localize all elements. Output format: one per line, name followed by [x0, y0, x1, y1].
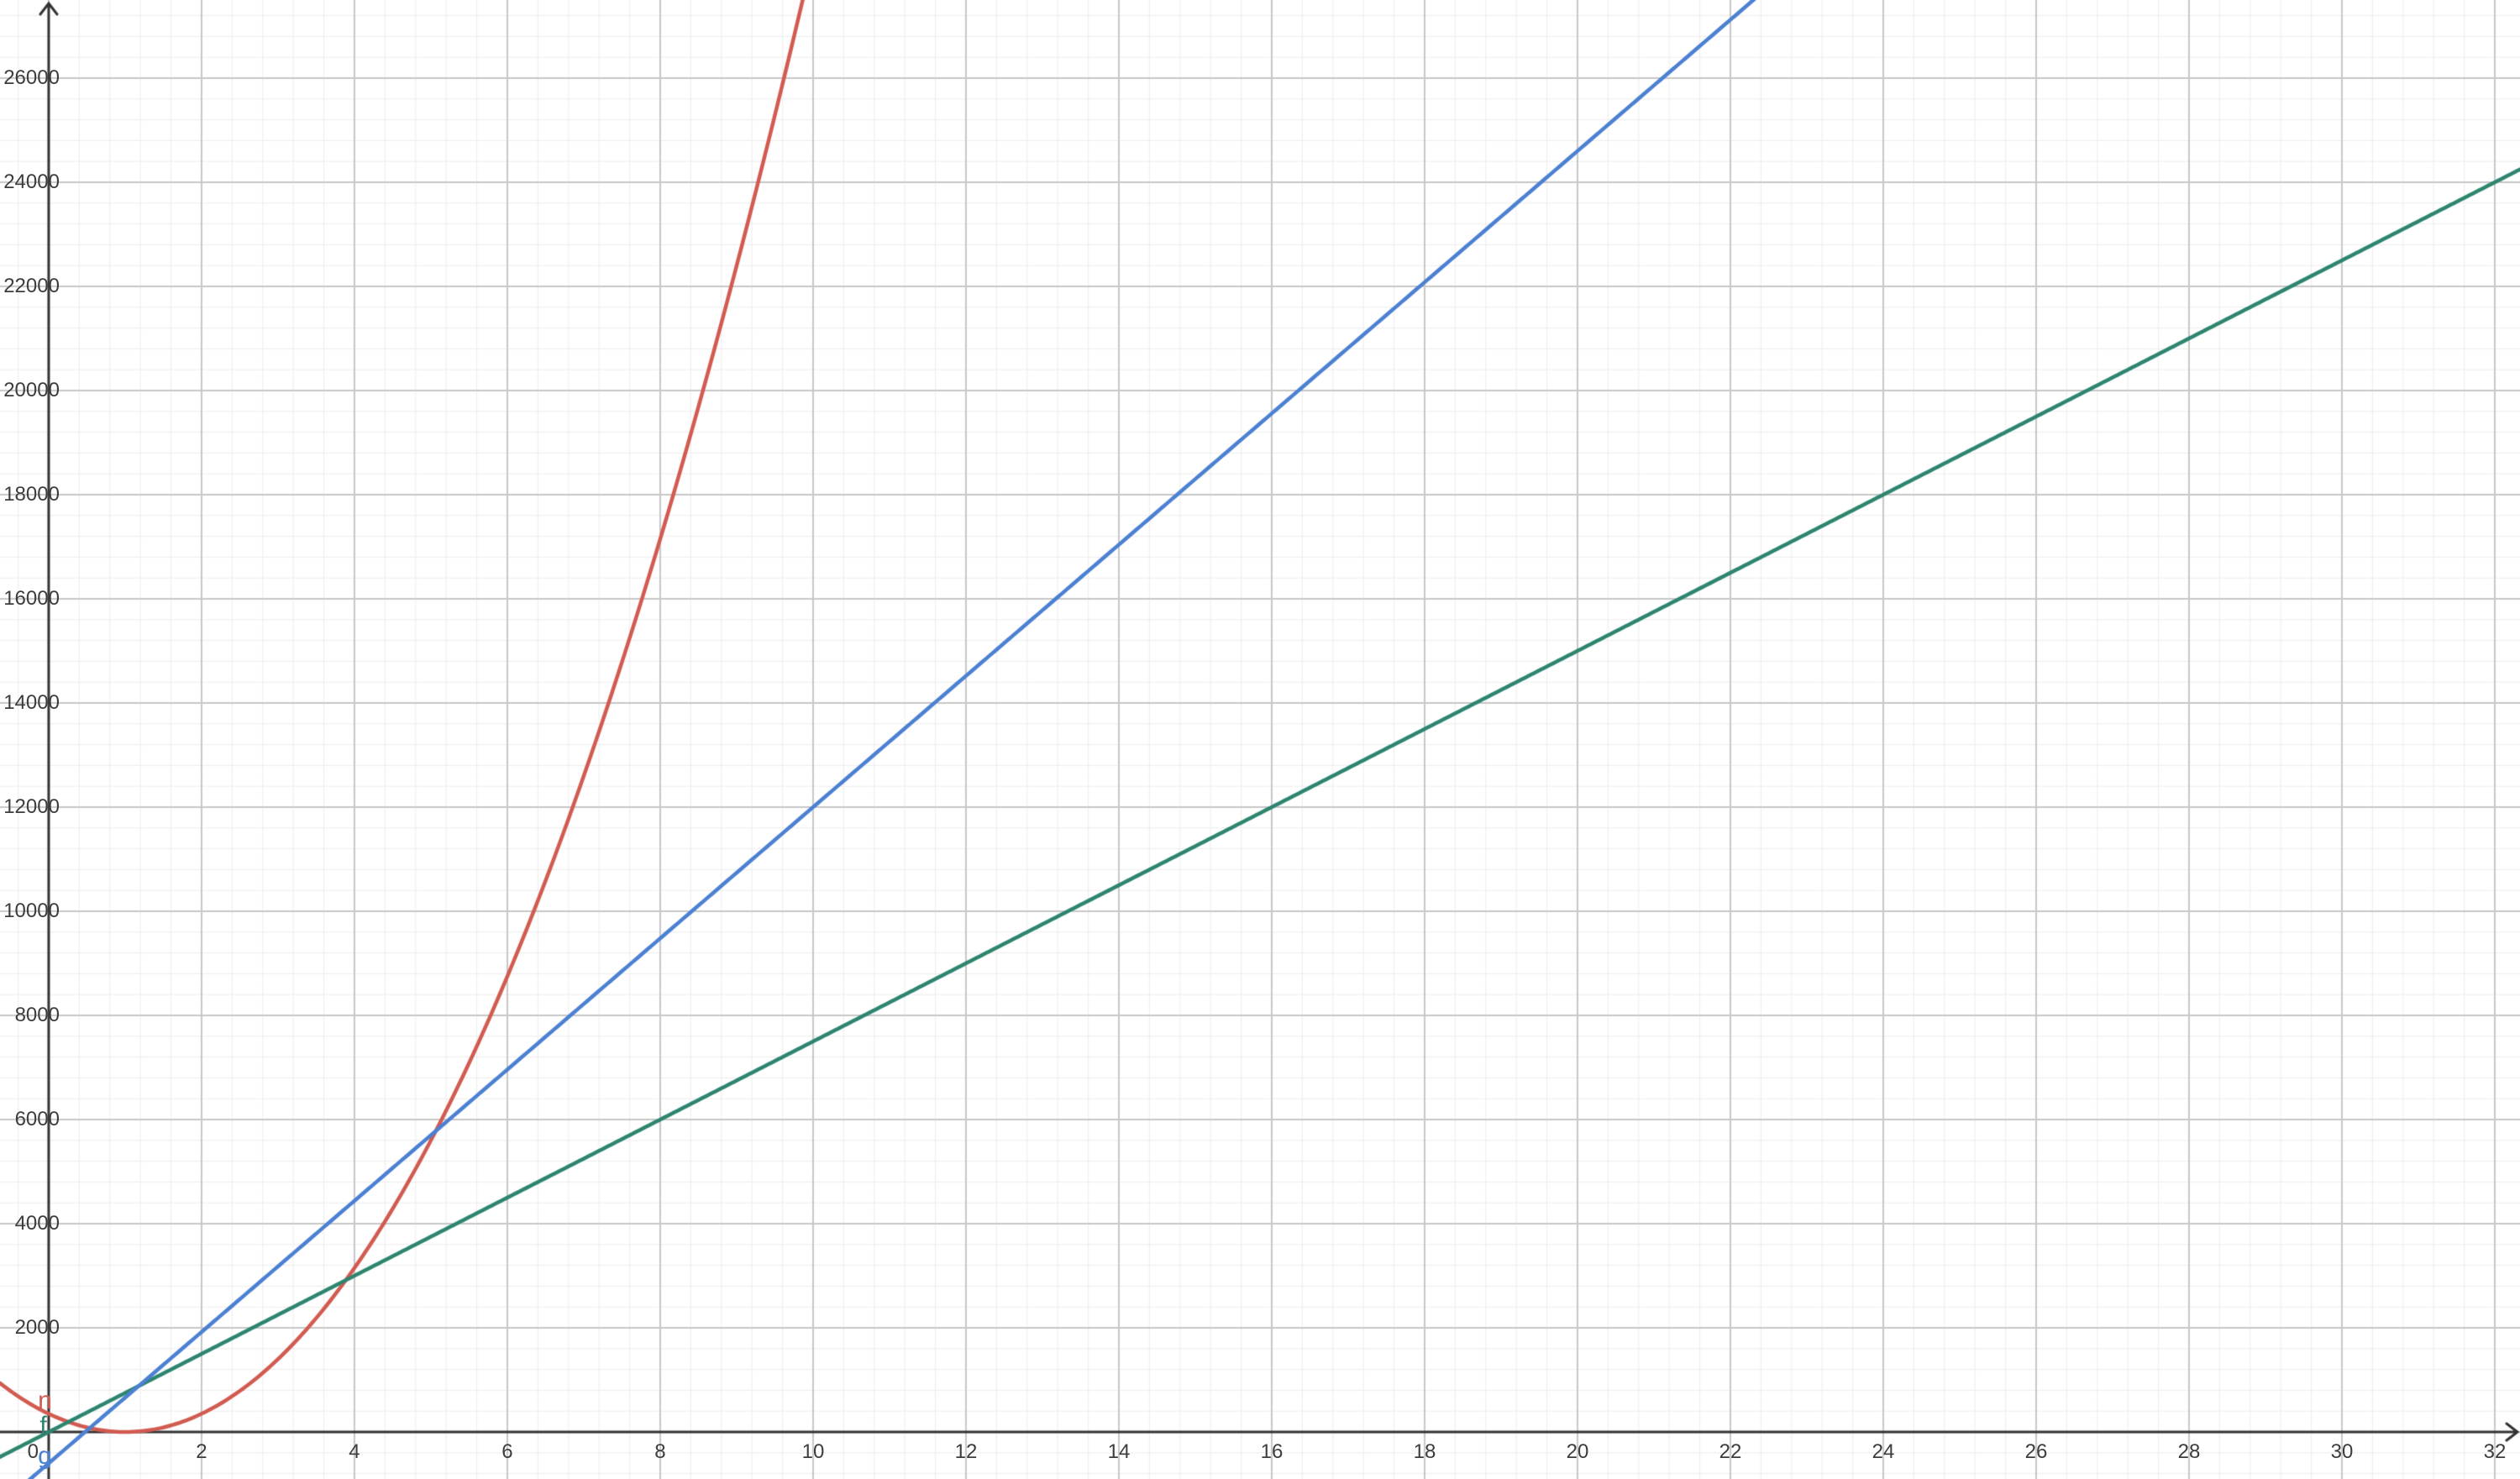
- curve-label-n[interactable]: n: [38, 1386, 52, 1414]
- curve-label-f[interactable]: f: [39, 1412, 47, 1440]
- curve-label-g[interactable]: g: [38, 1442, 52, 1471]
